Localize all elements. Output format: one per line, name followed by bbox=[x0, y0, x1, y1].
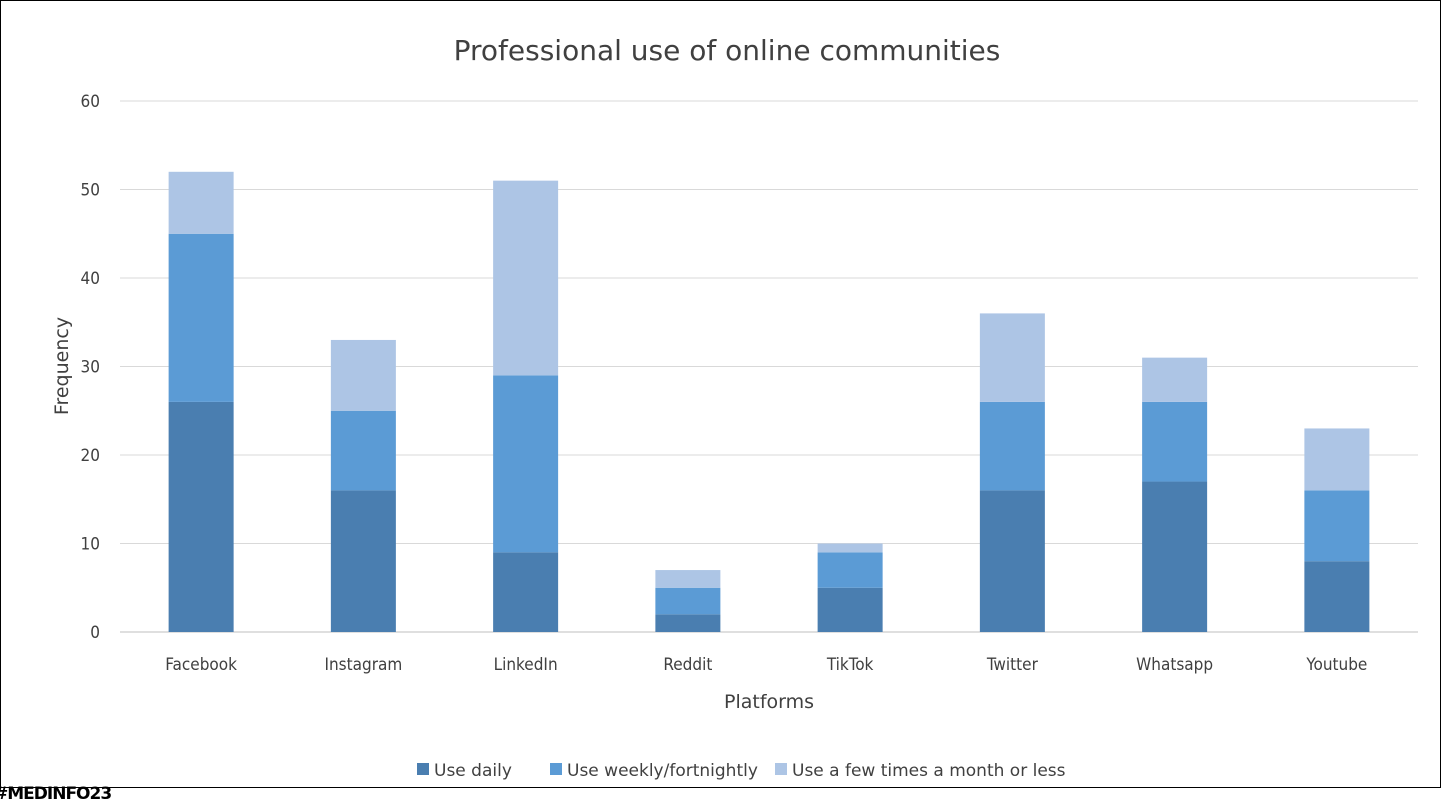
x-tick-label: LinkedIn bbox=[494, 655, 558, 675]
x-tick-label: Youtube bbox=[1305, 655, 1367, 675]
x-tick-label: TikTok bbox=[826, 655, 874, 675]
bar-segment-tiktok-1 bbox=[817, 587, 883, 632]
bar-segment-linkedin-3 bbox=[493, 180, 559, 376]
bar-segment-whatsapp-3 bbox=[1142, 357, 1208, 402]
legend-swatch bbox=[417, 763, 429, 775]
gridlines bbox=[120, 100, 1418, 633]
legend-label: Use a few times a month or less bbox=[792, 761, 1066, 781]
y-tick-label: 10 bbox=[81, 535, 100, 555]
y-axis-title: Frequency bbox=[51, 317, 73, 415]
x-tick-label: Facebook bbox=[165, 655, 237, 675]
bar-segment-youtube-2 bbox=[1304, 490, 1370, 562]
bar-segment-tiktok-3 bbox=[817, 543, 883, 553]
legend-swatch bbox=[550, 763, 562, 775]
bar-segment-twitter-1 bbox=[979, 490, 1045, 632]
x-tick-label: Whatsapp bbox=[1136, 655, 1213, 675]
x-axis-ticks: Facebook Instagram LinkedIn Reddit TikTok Twi… bbox=[165, 655, 1367, 675]
y-tick-label: 20 bbox=[81, 446, 100, 466]
y-tick-label: 50 bbox=[81, 181, 100, 201]
bar-segment-instagram-3 bbox=[330, 339, 396, 411]
bar-segment-whatsapp-2 bbox=[1142, 401, 1208, 482]
legend-label: Use weekly/fortnightly bbox=[567, 761, 758, 781]
bar-segment-reddit-1 bbox=[655, 614, 721, 632]
x-axis-title: Platforms bbox=[724, 691, 814, 713]
bar-segment-linkedin-2 bbox=[493, 375, 559, 553]
y-tick-label: 0 bbox=[90, 623, 100, 643]
y-axis-ticks: 0 10 20 30 40 50 60 bbox=[81, 92, 100, 643]
x-tick-label: Instagram bbox=[324, 655, 402, 675]
bar-segment-facebook-1 bbox=[168, 401, 234, 632]
bar-segment-twitter-3 bbox=[979, 313, 1045, 402]
bar-segment-instagram-1 bbox=[330, 490, 396, 632]
x-tick-label: Twitter bbox=[986, 655, 1039, 675]
chart-title: Professional use of online communities bbox=[454, 34, 1001, 67]
bar-segment-tiktok-2 bbox=[817, 552, 883, 588]
bar-segment-facebook-2 bbox=[168, 233, 234, 402]
y-tick-label: 30 bbox=[81, 358, 100, 378]
x-tick-label: Reddit bbox=[663, 655, 712, 675]
bar-segment-reddit-2 bbox=[655, 587, 721, 615]
bar-segment-youtube-3 bbox=[1304, 428, 1370, 491]
bar-segment-facebook-3 bbox=[168, 171, 234, 234]
legend-swatch bbox=[775, 763, 787, 775]
bar-segment-whatsapp-1 bbox=[1142, 481, 1208, 632]
y-tick-label: 40 bbox=[81, 269, 100, 289]
hashtag-label: #MEDINFO23 bbox=[0, 784, 112, 804]
bar-segment-youtube-1 bbox=[1304, 561, 1370, 632]
bar-segment-twitter-2 bbox=[979, 401, 1045, 491]
legend: Use daily Use weekly/fortnightly Use a few… bbox=[417, 761, 1066, 781]
bar-segment-linkedin-1 bbox=[493, 552, 559, 632]
bar-segment-reddit-3 bbox=[655, 570, 721, 588]
bar-segment-instagram-2 bbox=[330, 410, 396, 491]
bars bbox=[168, 171, 1370, 632]
y-tick-label: 60 bbox=[81, 92, 100, 112]
legend-label: Use daily bbox=[434, 761, 512, 781]
